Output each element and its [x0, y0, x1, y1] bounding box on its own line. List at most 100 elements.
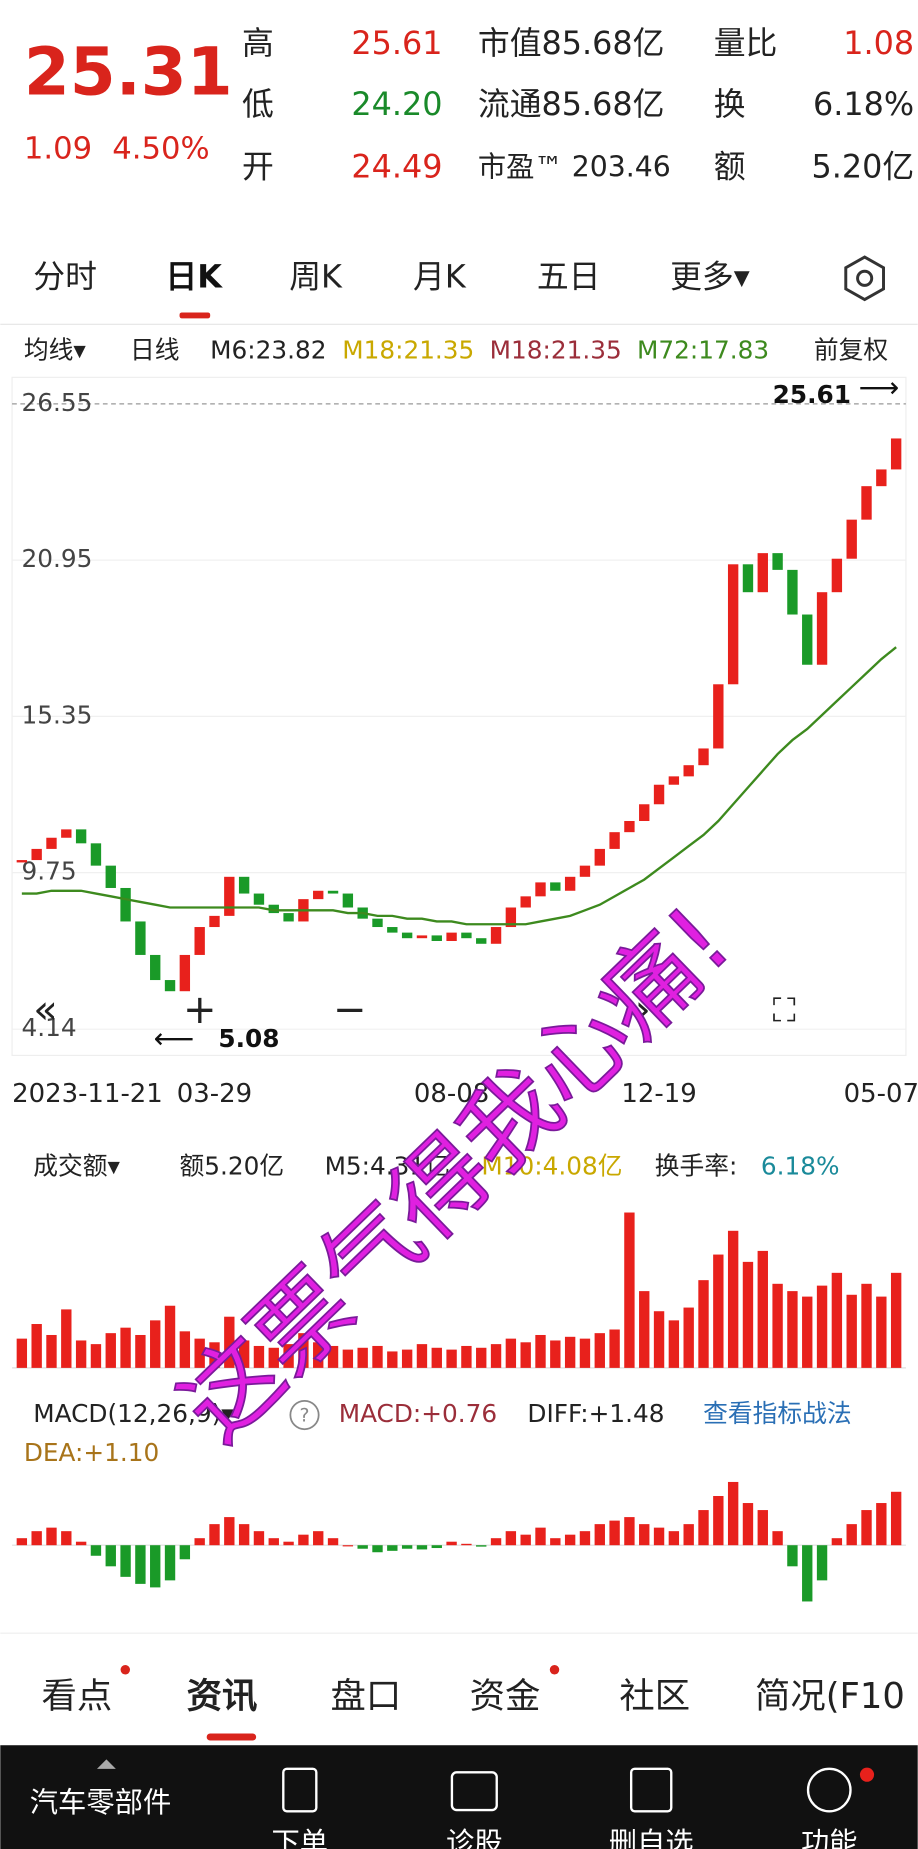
- y-tick-label: 9.75: [22, 857, 77, 886]
- arrow: ⟶: [859, 371, 900, 404]
- m6: M6:23.82: [210, 335, 326, 364]
- bar: [535, 1527, 546, 1546]
- vol-select[interactable]: 成交额▾: [33, 1151, 120, 1180]
- bar: [327, 1345, 339, 1368]
- tab[interactable]: 看点: [42, 1676, 113, 1717]
- bar: [431, 1545, 442, 1549]
- tab[interactable]: 五日: [537, 257, 601, 295]
- action[interactable]: 下单: [272, 1826, 329, 1849]
- macd-select[interactable]: MACD(12,26,9)▾: [33, 1399, 234, 1428]
- bar: [890, 1272, 902, 1368]
- tab[interactable]: 周K: [289, 257, 343, 295]
- tab-indicator: [179, 312, 211, 319]
- candle: [831, 558, 843, 593]
- tab[interactable]: 资金: [470, 1676, 541, 1717]
- bar: [164, 1545, 176, 1581]
- bar: [520, 1342, 531, 1368]
- period: 日线: [130, 335, 179, 364]
- icon: [450, 1771, 498, 1812]
- bar: [668, 1531, 680, 1546]
- icon: [806, 1767, 852, 1813]
- action[interactable]: 删自选: [609, 1826, 694, 1849]
- bar: [505, 1338, 517, 1368]
- bar: [75, 1541, 87, 1546]
- bar: [253, 1345, 265, 1368]
- help-icon[interactable]: [289, 1400, 320, 1431]
- candle: [668, 776, 680, 785]
- m5: M5:4.31亿: [325, 1151, 450, 1180]
- tab-indicator: [206, 1733, 257, 1741]
- tab[interactable]: 更多▾: [670, 257, 750, 295]
- bar: [194, 1538, 205, 1546]
- bar: [772, 1531, 783, 1546]
- control[interactable]: ›: [635, 987, 651, 1033]
- tab[interactable]: 资讯: [187, 1676, 258, 1717]
- bar: [802, 1545, 813, 1602]
- candle: [431, 935, 442, 941]
- stat: 市值85.68亿: [478, 24, 665, 62]
- action[interactable]: 功能: [801, 1826, 858, 1849]
- value: 25.61: [351, 24, 442, 62]
- candle: [416, 935, 428, 939]
- candle: [283, 913, 294, 922]
- x-tick-label: 05-07: [844, 1079, 918, 1109]
- bar: [831, 1272, 843, 1368]
- candle: [31, 848, 42, 861]
- up-arrow: [96, 1759, 116, 1769]
- sector[interactable]: 汽车零部件: [30, 1786, 172, 1819]
- control[interactable]: +: [183, 987, 217, 1033]
- quote: 25.31 1.09 4.50% 高 低 开 25.61 24.20 24.49…: [24, 24, 914, 186]
- bar: [564, 1336, 576, 1368]
- bar: [787, 1291, 798, 1368]
- settings-icon[interactable]: [844, 255, 885, 302]
- candle: [861, 486, 872, 520]
- bar: [238, 1524, 250, 1546]
- tab[interactable]: 月K: [413, 257, 467, 295]
- tab[interactable]: 社区: [619, 1676, 690, 1717]
- tab[interactable]: 盘口: [330, 1676, 401, 1717]
- bar: [61, 1531, 72, 1546]
- ma-select[interactable]: 均线▾: [24, 335, 86, 364]
- bar: [490, 1538, 502, 1546]
- control[interactable]: «: [33, 987, 58, 1033]
- tab[interactable]: 分时: [33, 257, 97, 295]
- tab[interactable]: 日K: [165, 257, 223, 295]
- tab[interactable]: 简况(F10: [755, 1676, 905, 1717]
- bar: [594, 1333, 605, 1368]
- candle: [639, 804, 650, 822]
- bar: [802, 1296, 813, 1368]
- macd-header: MACD(12,26,9)▾ ? MACD:+0.76 DIFF:+1.48 查…: [24, 1399, 852, 1467]
- control[interactable]: ⛶: [773, 990, 796, 1029]
- bar: [313, 1342, 324, 1368]
- adjust[interactable]: 前复权: [814, 335, 888, 364]
- bar: [535, 1334, 546, 1368]
- m18: M18:21.35: [490, 335, 622, 364]
- candle: [727, 564, 739, 685]
- bar: [624, 1517, 635, 1546]
- volume-chart: [12, 1212, 906, 1369]
- bar: [698, 1280, 709, 1368]
- candle: [446, 932, 457, 941]
- pct: 4.50%: [112, 131, 209, 166]
- bar: [387, 1545, 398, 1551]
- bar: [401, 1545, 413, 1549]
- control[interactable]: −: [333, 987, 367, 1033]
- candle: [564, 876, 576, 891]
- amount: 额5.20亿: [180, 1151, 285, 1180]
- bar: [179, 1545, 191, 1560]
- candle: [90, 843, 102, 866]
- candle: [372, 918, 383, 928]
- link[interactable]: 查看指标战法: [703, 1399, 851, 1428]
- candle: [194, 927, 205, 955]
- y-tick-label: 26.55: [22, 388, 93, 417]
- m18: M18:21.35: [342, 335, 474, 364]
- bar: [150, 1320, 161, 1368]
- bar: [446, 1541, 457, 1546]
- action[interactable]: 诊股: [446, 1826, 503, 1849]
- candle: [268, 904, 279, 914]
- tabs: 分时 日K 周K 月K 五日 更多▾: [33, 255, 885, 319]
- bar: [683, 1524, 694, 1546]
- bar: [431, 1347, 442, 1368]
- candle: [742, 564, 754, 593]
- bar: [579, 1338, 591, 1368]
